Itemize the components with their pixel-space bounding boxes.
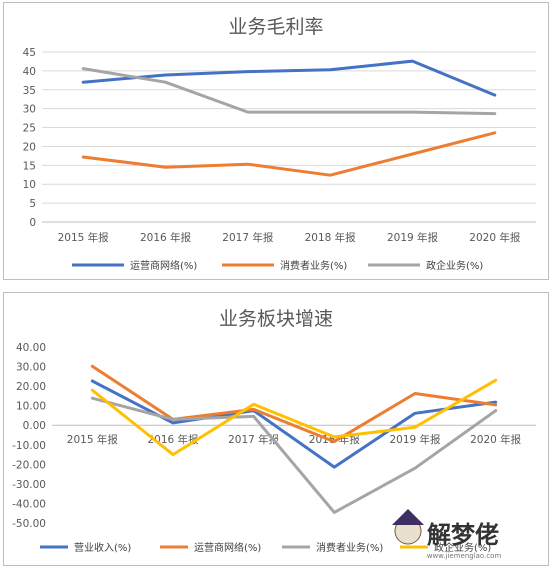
legend-label: 营业收入(%) bbox=[74, 541, 131, 554]
x-tick-label: 2015 年报 bbox=[67, 433, 119, 446]
x-tick-label: 2020 年报 bbox=[469, 231, 521, 244]
x-tick-label: 2019 年报 bbox=[389, 433, 441, 446]
x-tick-label: 2016 年报 bbox=[140, 231, 192, 244]
y-tick-label: 25 bbox=[23, 123, 36, 135]
x-tick-label: 2017 年报 bbox=[228, 433, 280, 446]
legend: 运营商网络(%) 消费者业务(%) 政企业务(%) bbox=[72, 259, 483, 272]
hat-icon bbox=[392, 509, 424, 525]
y-tick-label: 5 bbox=[29, 198, 36, 210]
x-tick-label: 2015 年报 bbox=[58, 231, 110, 244]
y-tick-label: 30.00 bbox=[16, 362, 46, 374]
gross-margin-chart-panel: 业务毛利率 0 5 10 15 20 25 30 35 40 45 2015 年报 2016 年报 2… bbox=[3, 2, 549, 280]
y-tick-label: 40.00 bbox=[16, 342, 46, 354]
legend-label: 运营商网络(%) bbox=[130, 259, 197, 272]
y-axis-ticks: 40.00 30.00 20.00 10.00 0.00 -10.00 -20.00 -30.… bbox=[12, 342, 46, 530]
y-tick-label: 45 bbox=[23, 47, 36, 59]
chart-title: 业务板块增速 bbox=[219, 308, 333, 330]
y-tick-label: 10.00 bbox=[16, 401, 46, 413]
y-tick-label: 0 bbox=[29, 217, 36, 229]
series-line bbox=[81, 131, 497, 177]
x-tick-label: 2018 年报 bbox=[305, 231, 357, 244]
series-line bbox=[90, 364, 498, 444]
legend-label: 消费者业务(%) bbox=[316, 541, 383, 554]
legend: 营业收入(%) 运营商网络(%) 消费者业务(%) 政企业务(%) bbox=[40, 541, 491, 554]
watermark-url: www.jiemenglao.com bbox=[427, 552, 502, 560]
y-tick-label: -40.00 bbox=[12, 498, 46, 510]
legend-label: 运营商网络(%) bbox=[194, 541, 261, 554]
gridlines bbox=[42, 51, 536, 223]
x-axis-ticks: 2015 年报 2016 年报 2017 年报 2018 年报 2019 年报 2020 … bbox=[58, 231, 521, 244]
watermark-logo: 解梦佬 www.jiemenglao.com bbox=[392, 509, 501, 560]
x-tick-label: 2020 年报 bbox=[470, 433, 522, 446]
x-tick-label: 2019 年报 bbox=[387, 231, 439, 244]
series-line bbox=[90, 396, 498, 514]
series-lines bbox=[90, 364, 498, 514]
series-line bbox=[81, 67, 497, 116]
y-tick-label: 15 bbox=[23, 160, 36, 172]
chart-title: 业务毛利率 bbox=[228, 16, 323, 38]
segment-growth-chart: 业务板块增速 40.00 30.00 20.00 10.00 0.00 -10.00 -20… bbox=[12, 308, 536, 560]
series-line bbox=[81, 59, 497, 97]
legend-label: 消费者业务(%) bbox=[280, 259, 347, 272]
series-line bbox=[90, 378, 498, 457]
y-tick-label: 0.00 bbox=[23, 420, 46, 432]
y-tick-label: -20.00 bbox=[12, 459, 46, 471]
legend-label: 政企业务(%) bbox=[426, 259, 483, 272]
legend-label: 政企业务(%) bbox=[434, 541, 491, 554]
y-axis-ticks: 0 5 10 15 20 25 30 35 40 45 bbox=[23, 47, 36, 229]
y-tick-label: 20 bbox=[23, 141, 36, 153]
y-tick-label: 20.00 bbox=[16, 381, 46, 393]
y-tick-label: -10.00 bbox=[12, 440, 46, 452]
y-tick-label: 35 bbox=[23, 85, 36, 97]
y-tick-label: -50.00 bbox=[12, 518, 46, 530]
x-tick-label: 2017 年报 bbox=[222, 231, 274, 244]
y-tick-label: 30 bbox=[23, 104, 36, 116]
y-tick-label: 40 bbox=[23, 66, 36, 78]
segment-growth-chart-panel: 业务板块增速 40.00 30.00 20.00 10.00 0.00 -10.00 -20… bbox=[3, 292, 549, 566]
series-lines bbox=[81, 59, 497, 177]
watermark-brand-text: 解梦佬 bbox=[427, 521, 499, 549]
y-tick-label: -30.00 bbox=[12, 479, 46, 491]
y-tick-label: 10 bbox=[23, 179, 36, 191]
